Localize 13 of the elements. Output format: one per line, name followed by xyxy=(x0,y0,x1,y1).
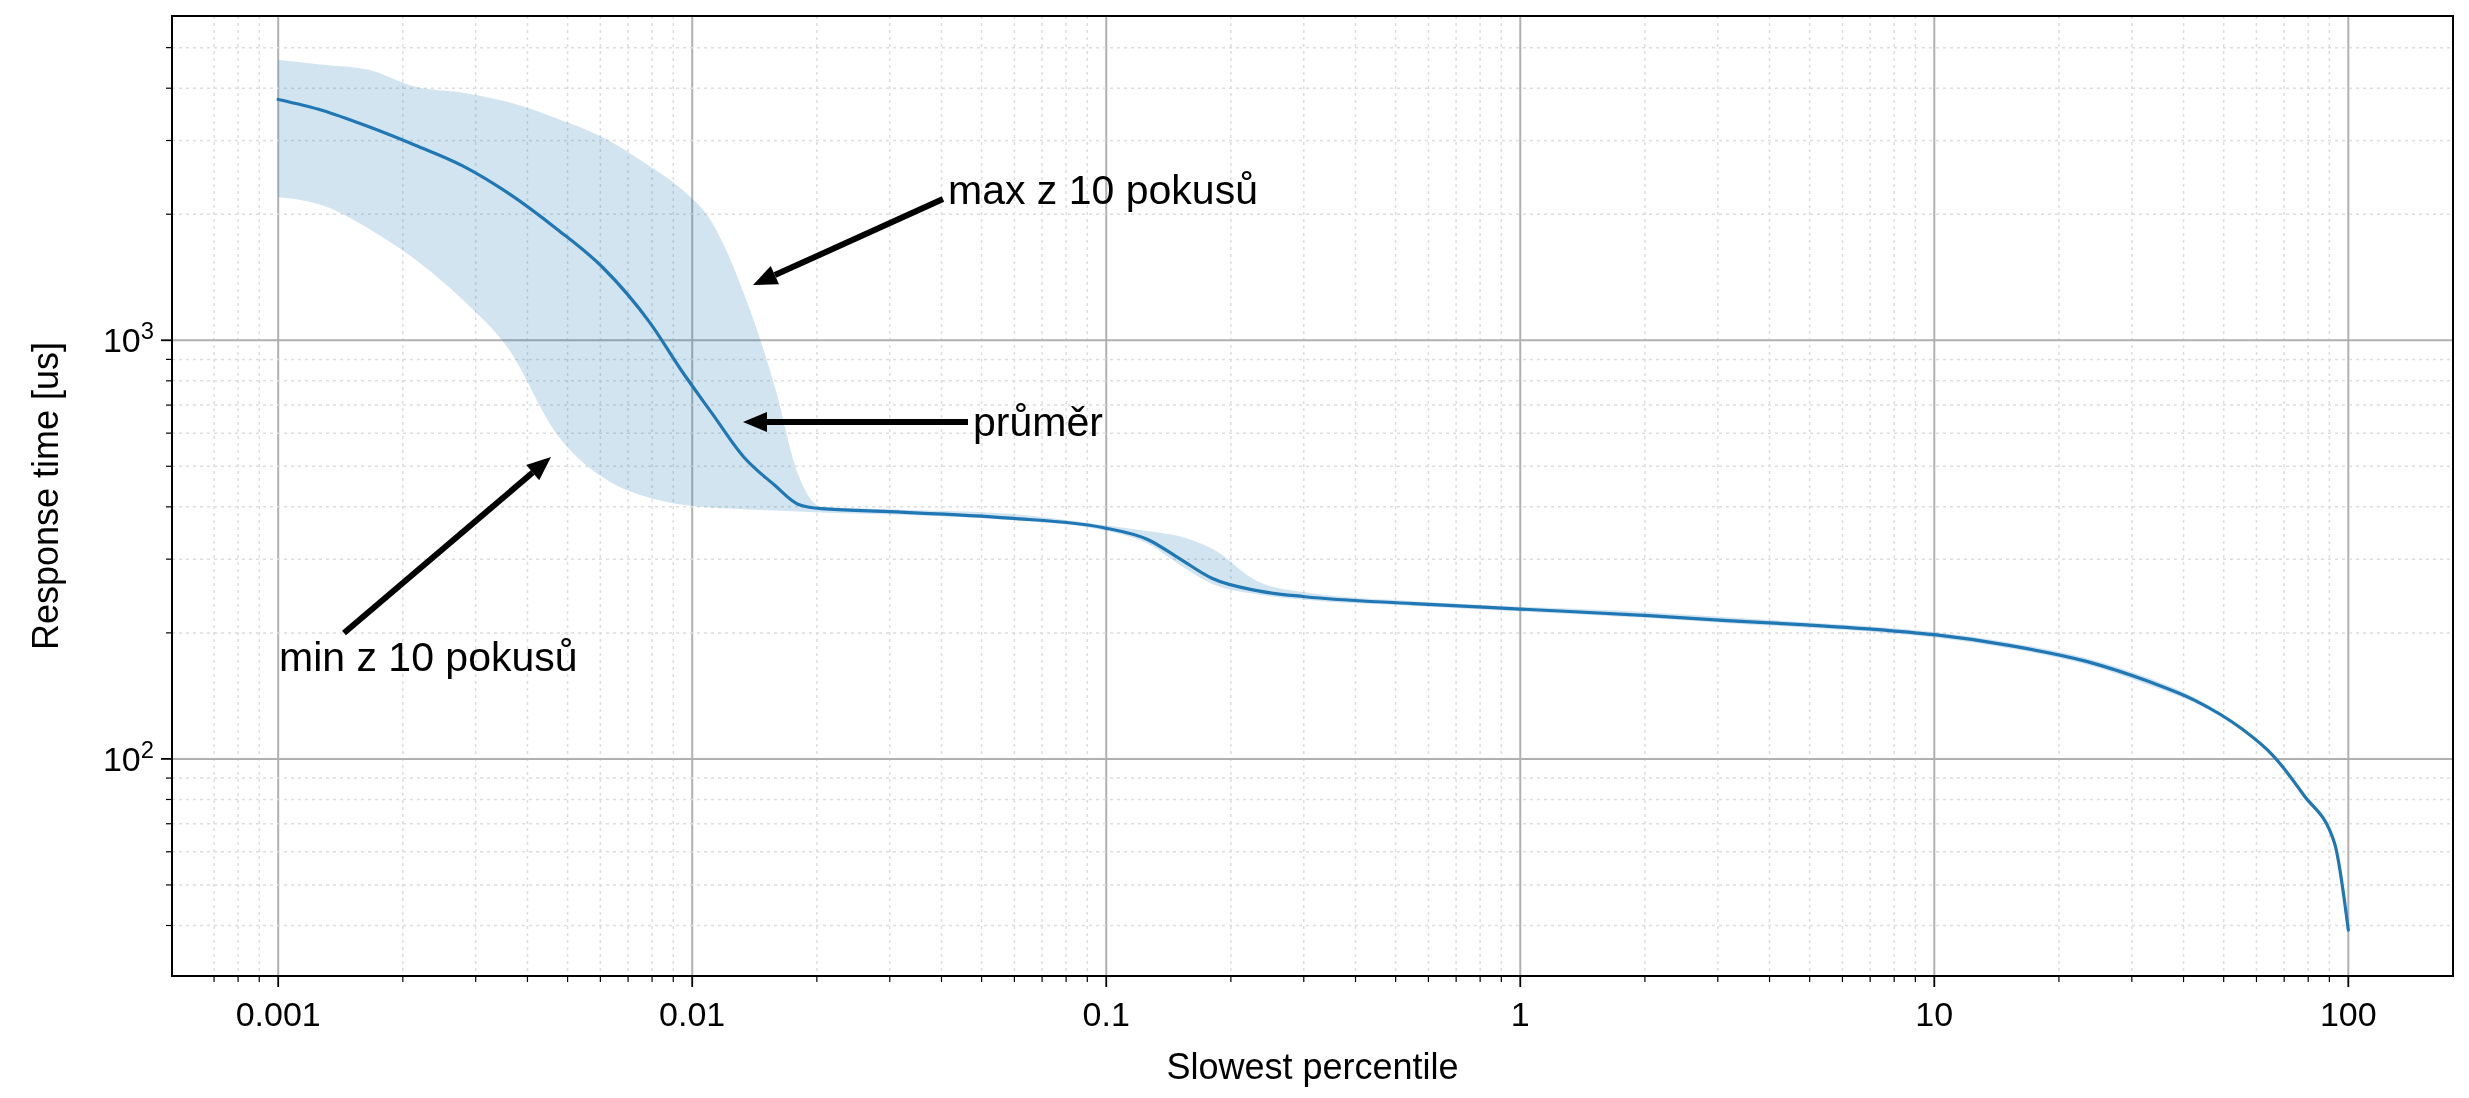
annotation: min z 10 pokusů xyxy=(279,634,578,680)
x-axis-title: Slowest percentile xyxy=(1166,1046,1459,1087)
y-axis-title: Response time [us] xyxy=(25,341,66,651)
x-tick-label: 100 xyxy=(2319,995,2377,1033)
x-tick-label: 1 xyxy=(1510,995,1530,1033)
x-tick-label: 0.01 xyxy=(659,995,726,1033)
x-tick-label: 0.1 xyxy=(1082,995,1130,1033)
annotation: průměr xyxy=(973,399,1103,445)
annotation: max z 10 pokusů xyxy=(948,167,1258,213)
y-tick-label: 10$^{2}$ xyxy=(102,735,154,778)
y-tick-label: 10$^{3}$ xyxy=(102,316,154,360)
x-tick-label: 10 xyxy=(1915,995,1954,1033)
x-tick-label: 0.001 xyxy=(235,995,321,1033)
